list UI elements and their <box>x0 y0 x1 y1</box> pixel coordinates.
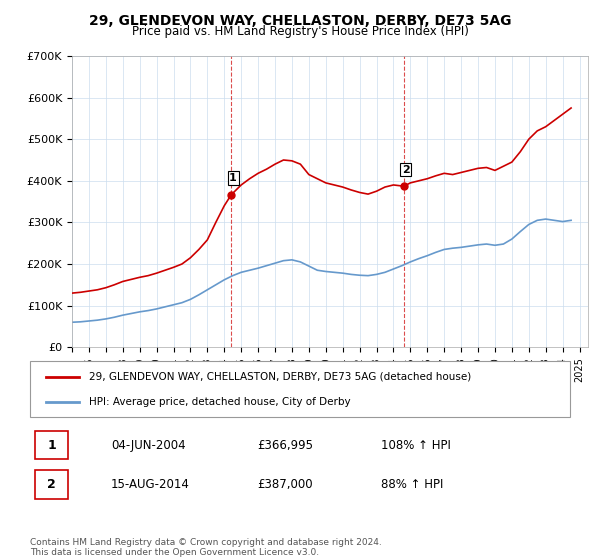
Text: Price paid vs. HM Land Registry's House Price Index (HPI): Price paid vs. HM Land Registry's House … <box>131 25 469 38</box>
FancyBboxPatch shape <box>35 470 68 498</box>
Text: 1: 1 <box>47 438 56 452</box>
Text: 108% ↑ HPI: 108% ↑ HPI <box>381 438 451 452</box>
FancyBboxPatch shape <box>35 431 68 459</box>
Text: £366,995: £366,995 <box>257 438 313 452</box>
Text: HPI: Average price, detached house, City of Derby: HPI: Average price, detached house, City… <box>89 396 351 407</box>
Text: 29, GLENDEVON WAY, CHELLASTON, DERBY, DE73 5AG (detached house): 29, GLENDEVON WAY, CHELLASTON, DERBY, DE… <box>89 372 472 382</box>
Text: 29, GLENDEVON WAY, CHELLASTON, DERBY, DE73 5AG: 29, GLENDEVON WAY, CHELLASTON, DERBY, DE… <box>89 14 511 28</box>
Text: 1: 1 <box>229 173 237 183</box>
Text: 2: 2 <box>402 165 409 175</box>
Text: 2: 2 <box>47 478 56 491</box>
Text: £387,000: £387,000 <box>257 478 313 491</box>
Text: 88% ↑ HPI: 88% ↑ HPI <box>381 478 443 491</box>
Text: Contains HM Land Registry data © Crown copyright and database right 2024.
This d: Contains HM Land Registry data © Crown c… <box>30 538 382 557</box>
Text: 15-AUG-2014: 15-AUG-2014 <box>111 478 190 491</box>
FancyBboxPatch shape <box>30 361 570 417</box>
Text: 04-JUN-2004: 04-JUN-2004 <box>111 438 185 452</box>
